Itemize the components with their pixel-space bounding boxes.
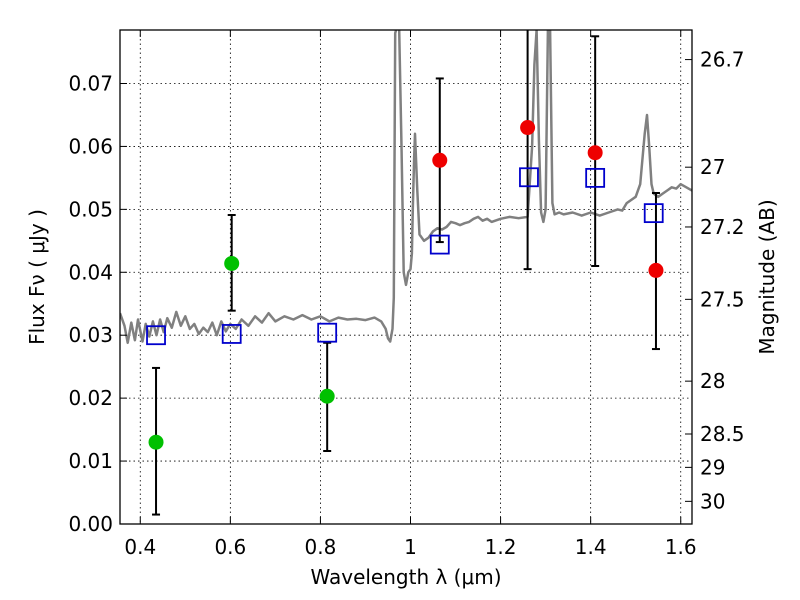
axis-ticks: 0.4 0.6 0.8 1 1.2 1.4 1.6 0.00 0.01 0.02 0.03 0.04 0… (68, 30, 745, 559)
right-tick-label: 28.5 (700, 422, 745, 446)
model-point (146, 325, 166, 346)
model-point (317, 322, 338, 343)
model-spectrum (120, 30, 692, 345)
right-axis-label: Magnitude (AB) (755, 199, 779, 354)
data-point (648, 262, 664, 278)
data-point (587, 145, 603, 161)
y-tick-label: 0.06 (68, 134, 113, 158)
right-tick-label: 27.2 (700, 215, 745, 239)
right-tick-label: 26.7 (700, 48, 745, 72)
model-point (585, 167, 606, 188)
right-tick-label: 28 (700, 369, 725, 393)
model-point (519, 167, 539, 188)
x-tick-label: 1.6 (665, 535, 697, 559)
x-tick-label: 0.6 (214, 535, 246, 559)
data-markers (146, 120, 664, 450)
data-point (432, 152, 448, 168)
data-point (520, 120, 536, 136)
plot-area-frame (119, 29, 693, 525)
model-point (221, 324, 242, 344)
x-tick-label: 0.4 (124, 535, 156, 559)
data-point (224, 255, 240, 271)
y-tick-label: 0.07 (68, 71, 113, 95)
x-axis-label: Wavelength λ (μm) (310, 565, 501, 589)
x-tick-label: 1.2 (485, 535, 517, 559)
y-axis-label: Flux Fν ( μJy ) (25, 209, 49, 345)
model-point (643, 203, 664, 224)
y-tick-label: 0.04 (68, 260, 113, 284)
data-point (148, 434, 164, 450)
y-tick-label: 0.05 (68, 197, 113, 221)
data-point (319, 388, 335, 404)
y-tick-label: 0.02 (68, 386, 113, 410)
x-tick-label: 1 (404, 535, 417, 559)
y-tick-label: 0.03 (68, 323, 113, 347)
right-tick-label: 30 (700, 489, 725, 513)
y-tick-label: 0.00 (68, 512, 113, 536)
y-tick-label: 0.01 (68, 449, 113, 473)
spectrum-line (120, 30, 692, 345)
model-point (429, 234, 450, 255)
right-tick-label: 29 (700, 455, 725, 479)
right-tick-label: 27 (700, 155, 725, 179)
right-tick-label: 27.5 (700, 287, 745, 311)
x-tick-label: 0.8 (305, 535, 337, 559)
x-tick-label: 1.4 (575, 535, 607, 559)
